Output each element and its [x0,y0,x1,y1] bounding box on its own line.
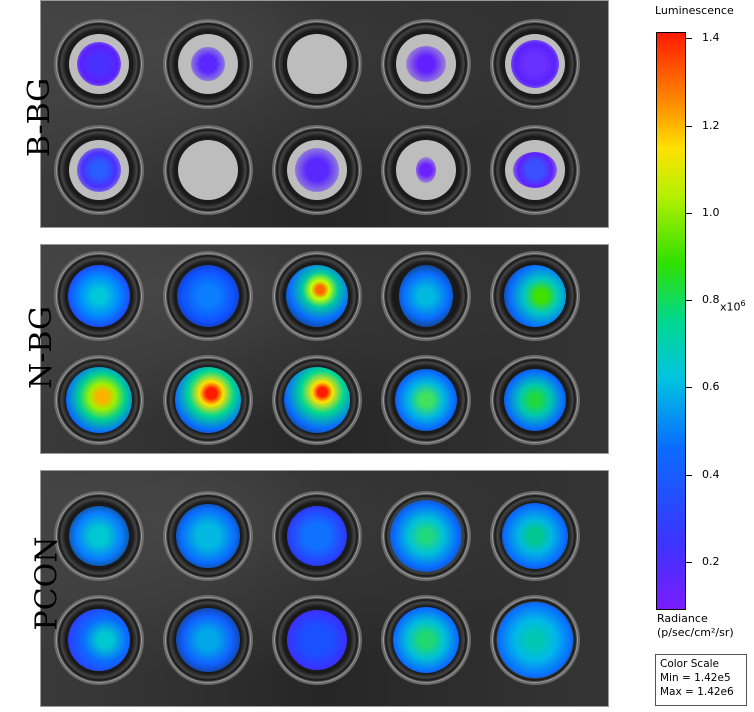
tick-label: 0.2 [702,555,720,568]
tick-label: 0.8 [702,293,720,306]
tick-label: 0.6 [702,380,720,393]
well [383,127,469,213]
well [165,253,251,339]
well [56,253,142,339]
well [165,597,251,683]
well [274,493,360,579]
group-label-n-bg: N-BG [23,306,59,389]
well [274,127,360,213]
well [56,127,142,213]
radiance-units: Radiance (p/sec/cm²/sr) [657,612,734,640]
well [274,357,360,443]
well [274,597,360,683]
well [383,493,469,579]
tick-mark [686,38,692,39]
color-scale-box: Color Scale Min = 1.42e5 Max = 1.42e6 [655,654,747,706]
colorbar [656,32,686,610]
well [165,127,251,213]
well [56,493,142,579]
well [56,597,142,683]
well [165,493,251,579]
panel-n-bg [40,244,609,454]
tick-label: 1.4 [702,31,720,44]
well [165,357,251,443]
tick-label: 0.4 [702,468,720,481]
well [492,253,578,339]
group-label-b-bg: B-BG [22,77,58,158]
well [492,21,578,107]
tick-mark [686,300,692,301]
group-label-pcon: PCON [29,536,65,631]
well [492,127,578,213]
well [492,597,578,683]
well [383,21,469,107]
well [383,597,469,683]
tick-label: 1.0 [702,206,720,219]
tick-mark [686,387,692,388]
well [56,357,142,443]
well [492,357,578,443]
tick-label: 1.2 [702,119,720,132]
well [165,21,251,107]
colorbar-multiplier: x106 [720,299,746,314]
panel-pcon [40,470,609,707]
color-scale-title: Color Scale [660,658,720,670]
well [383,253,469,339]
tick-mark [686,126,692,127]
well [56,21,142,107]
tick-mark [686,562,692,563]
well [492,493,578,579]
well [274,21,360,107]
color-scale-min: Min = 1.42e5 [660,672,731,684]
radiance-label: Radiance [657,612,708,625]
color-scale-max: Max = 1.42e6 [660,686,734,698]
well [274,253,360,339]
radiance-units-label: (p/sec/cm²/sr) [657,626,734,639]
tick-mark [686,213,692,214]
panel-b-bg [40,0,609,228]
colorbar-title: Luminescence [655,4,734,17]
tick-mark [686,475,692,476]
well [383,357,469,443]
